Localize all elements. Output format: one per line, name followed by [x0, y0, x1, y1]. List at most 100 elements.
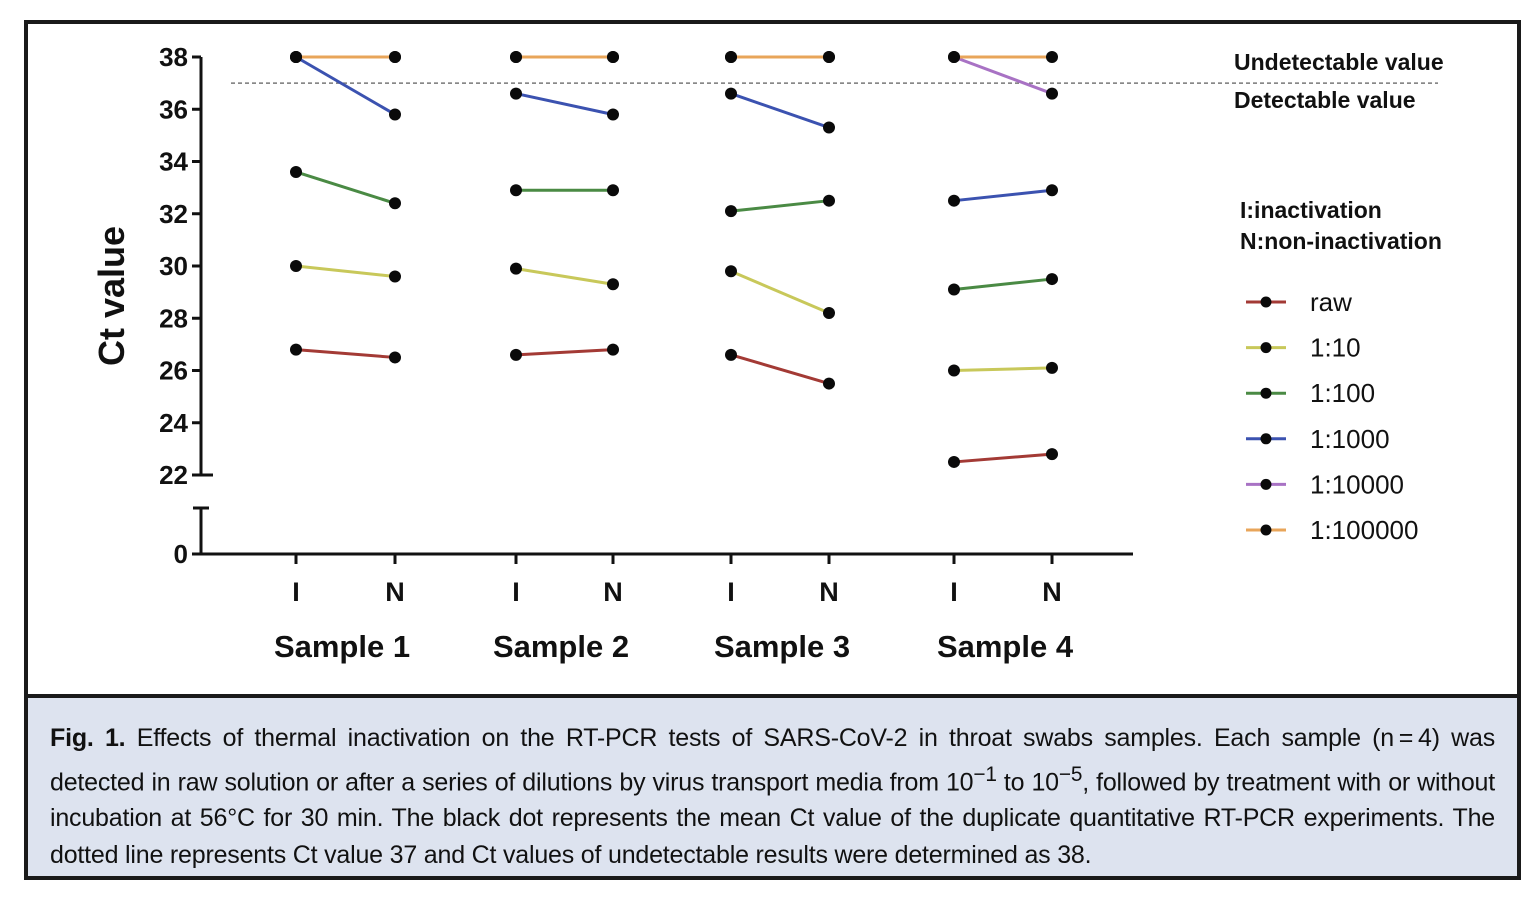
- series-line-1:1000: [953, 188, 1053, 203]
- series-line-1:10000: [953, 55, 1053, 95]
- data-point: [948, 194, 960, 207]
- y-tick-label: 24: [159, 408, 188, 438]
- data-point: [389, 51, 401, 63]
- y-tick-label: 22: [159, 460, 188, 490]
- legend-label: 1:1000: [1310, 424, 1390, 454]
- y-tick-label: 26: [159, 356, 188, 386]
- data-point: [823, 194, 835, 207]
- legend-marker: [1260, 387, 1272, 399]
- data-point: [823, 307, 835, 320]
- data-point: [823, 51, 835, 63]
- data-point: [823, 377, 835, 390]
- sample-label: Sample 2: [493, 629, 629, 664]
- data-point: [948, 455, 960, 468]
- caption-label: Fig. 1.: [50, 724, 126, 752]
- legend-marker: [1260, 524, 1272, 536]
- data-point: [290, 165, 302, 178]
- legend-label: 1:100000: [1310, 515, 1418, 545]
- series-line-1:1000: [515, 92, 614, 116]
- x-tick-label: N: [819, 577, 839, 607]
- series-line-1:10: [515, 267, 614, 286]
- figure-caption: Fig. 1. Effects of thermal inactivation …: [28, 694, 1517, 876]
- legend-marker: [1260, 342, 1272, 354]
- data-point: [290, 343, 302, 356]
- data-point: [607, 184, 619, 197]
- caption-text: Fig. 1. Effects of thermal inactivation …: [50, 720, 1495, 873]
- y-tick-label: 34: [159, 147, 188, 177]
- data-point: [1046, 87, 1058, 100]
- sample-label: Sample 1: [274, 629, 410, 664]
- sample-label: Sample 3: [714, 629, 850, 664]
- series-line-1:10: [953, 366, 1053, 372]
- data-point: [725, 265, 737, 278]
- data-point: [1046, 361, 1058, 374]
- data-point: [1046, 273, 1058, 286]
- legend-label: 1:10000: [1310, 469, 1404, 499]
- data-point: [290, 51, 302, 63]
- series-line-raw: [295, 348, 396, 359]
- x-tick-label: I: [950, 577, 958, 607]
- abbreviation-label: I:inactivation: [1240, 197, 1382, 223]
- data-point: [389, 270, 401, 283]
- legend-label: raw: [1310, 287, 1352, 317]
- series-line-1:1000: [295, 55, 396, 116]
- x-tick-label: N: [603, 577, 623, 607]
- y-tick-label: 28: [159, 303, 188, 333]
- data-point: [823, 121, 835, 134]
- x-tick-label: I: [727, 577, 735, 607]
- x-tick-label: I: [292, 577, 300, 607]
- series-line-1:100: [295, 170, 396, 205]
- sample-label: Sample 4: [937, 629, 1074, 664]
- y-tick-label: 30: [159, 251, 188, 281]
- data-point: [1046, 448, 1058, 461]
- y-tick-label: 0: [174, 539, 188, 569]
- series-line-raw: [515, 348, 614, 357]
- legend-label: 1:100: [1310, 378, 1375, 408]
- data-point: [948, 51, 960, 63]
- legend-marker: [1260, 433, 1272, 445]
- data-point: [510, 87, 522, 100]
- data-point: [1046, 51, 1058, 63]
- data-point: [607, 278, 619, 291]
- legend-marker: [1260, 478, 1272, 490]
- data-point: [948, 283, 960, 296]
- data-point: [607, 343, 619, 356]
- abbreviation-label: N:non-inactivation: [1240, 228, 1442, 254]
- data-point: [725, 348, 737, 361]
- data-point: [290, 260, 302, 272]
- legend-label: 1:10: [1310, 333, 1361, 363]
- y-axis-label: Ct value: [91, 226, 132, 366]
- caption-part-2: to 10: [996, 767, 1059, 796]
- series-line-1:1000: [730, 92, 830, 129]
- data-point: [607, 51, 619, 63]
- legend-marker: [1260, 296, 1272, 308]
- data-point: [510, 262, 522, 275]
- data-point: [1046, 184, 1058, 197]
- y-tick-label: 32: [159, 199, 188, 229]
- x-tick-label: I: [512, 577, 520, 607]
- data-point: [607, 108, 619, 121]
- data-point: [725, 51, 737, 63]
- data-point: [389, 108, 401, 121]
- caption-part-3: , followed by treatment with or without …: [50, 767, 1495, 869]
- data-point: [510, 348, 522, 361]
- x-tick-label: N: [1042, 577, 1062, 607]
- data-point: [948, 364, 960, 377]
- threshold-label-undetectable: Undetectable value: [1234, 49, 1444, 75]
- series-line-1:10: [730, 269, 830, 315]
- series-line-1:100: [953, 277, 1053, 292]
- data-point: [389, 351, 401, 364]
- data-point: [510, 51, 522, 63]
- series-line-raw: [953, 452, 1053, 464]
- caption-superscript-1: −1: [973, 762, 997, 786]
- data-point: [725, 205, 737, 218]
- data-point: [725, 87, 737, 100]
- series-line-1:10: [295, 264, 396, 278]
- data-point: [510, 184, 522, 197]
- threshold-label-detectable: Detectable value: [1234, 87, 1416, 113]
- caption-part-1: Effects of thermal inactivation on the R…: [50, 724, 1496, 796]
- series-line-1:100: [730, 199, 830, 213]
